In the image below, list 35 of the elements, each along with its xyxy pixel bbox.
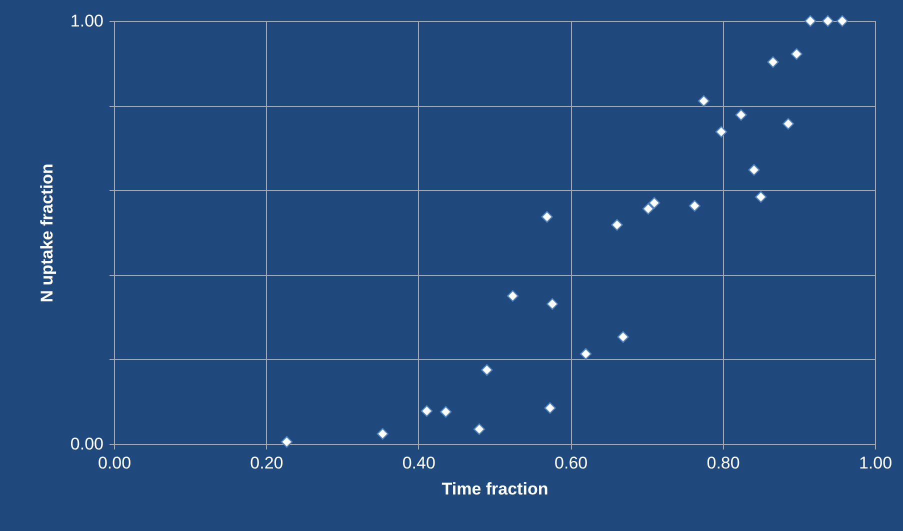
point <box>790 48 802 60</box>
point <box>617 331 629 343</box>
x-axis-title: Time fraction <box>442 480 548 498</box>
x-tick-label: 0.40 <box>402 454 436 472</box>
point <box>506 290 519 302</box>
point <box>688 200 700 212</box>
point <box>580 348 592 360</box>
y-axis-title: N uptake fraction <box>37 164 56 302</box>
point <box>755 191 767 203</box>
point <box>420 405 433 417</box>
point <box>473 423 486 436</box>
x-tick-label: 0.20 <box>250 454 284 472</box>
point <box>481 364 493 376</box>
x-tick-label: 0.00 <box>98 454 132 472</box>
point <box>546 298 558 310</box>
point <box>748 164 760 176</box>
point <box>541 211 553 223</box>
point <box>822 15 834 27</box>
x-tick-label: 0.80 <box>706 454 740 472</box>
point <box>715 126 728 138</box>
point <box>440 406 452 418</box>
point <box>648 197 660 209</box>
point <box>698 95 710 107</box>
point <box>804 15 816 27</box>
point <box>735 109 747 121</box>
point <box>767 56 779 68</box>
x-tick-label: 0.60 <box>554 454 588 472</box>
x-tick-label: 1.00 <box>858 454 892 472</box>
point <box>376 428 388 440</box>
point <box>544 402 556 414</box>
point <box>782 118 794 130</box>
point <box>611 219 623 231</box>
point <box>642 202 654 215</box>
point <box>280 436 293 448</box>
point <box>836 15 848 27</box>
